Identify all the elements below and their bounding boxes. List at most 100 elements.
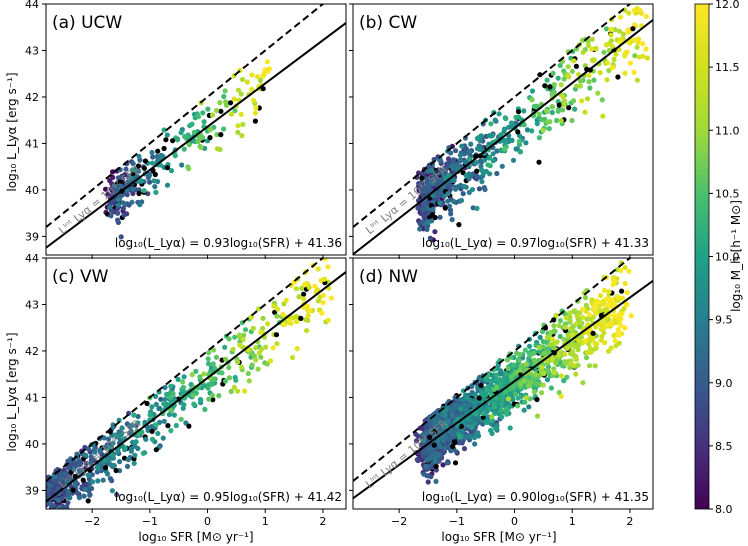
data-point: [298, 315, 304, 321]
data-point: [601, 287, 608, 293]
data-point: [466, 156, 473, 162]
data-point: [594, 341, 600, 347]
data-point: [59, 510, 64, 515]
data-point: [637, 7, 643, 13]
data-point: [531, 389, 538, 395]
data-point: [255, 366, 261, 372]
data-point: [238, 91, 244, 97]
data-point: [113, 467, 119, 474]
data-point: [509, 137, 515, 143]
data-point: [504, 411, 510, 417]
data-point: [634, 44, 640, 50]
data-point: [271, 303, 277, 309]
data-point: [558, 82, 564, 88]
data-point: [486, 406, 493, 412]
data-point: [619, 295, 626, 301]
data-point: [513, 114, 519, 120]
data-point: [245, 370, 251, 377]
data-point: [632, 53, 638, 59]
data-point: [222, 88, 228, 94]
data-point: [257, 77, 264, 83]
data-point: [421, 431, 427, 437]
data-point: [563, 315, 569, 321]
data-point: [517, 380, 523, 387]
data-point: [264, 59, 270, 65]
data-point: [451, 439, 458, 445]
data-point: [604, 322, 610, 328]
x-tick-label: −1: [449, 515, 465, 528]
data-point: [448, 211, 454, 217]
data-point: [81, 493, 87, 499]
fit-line: [353, 19, 653, 255]
data-point: [419, 175, 425, 181]
data-point: [611, 317, 617, 323]
data-point: [258, 329, 264, 335]
data-point: [163, 137, 169, 143]
data-point: [502, 137, 508, 143]
data-point: [121, 212, 127, 218]
data-point: [510, 157, 517, 163]
data-point: [330, 249, 335, 254]
data-point: [567, 364, 573, 371]
data-point: [167, 395, 173, 401]
data-point: [299, 285, 305, 291]
data-point: [591, 77, 597, 83]
y-tick-label: 39: [25, 484, 39, 497]
data-point: [201, 371, 207, 377]
data-point: [441, 409, 447, 415]
data-point: [625, 27, 631, 34]
data-point: [529, 97, 535, 103]
data-point: [133, 439, 139, 445]
fit-line: [353, 279, 653, 500]
data-point: [283, 297, 289, 303]
data-point: [616, 332, 622, 338]
data-point: [461, 151, 467, 157]
data-point: [115, 202, 121, 208]
data-point: [478, 382, 484, 389]
data-point: [558, 393, 564, 399]
data-point: [304, 303, 311, 309]
data-point: [240, 121, 246, 127]
data-point: [67, 495, 73, 501]
data-point: [170, 138, 176, 144]
data-point: [628, 313, 634, 319]
data-point: [71, 466, 77, 472]
data-point: [604, 77, 610, 83]
data-point: [544, 346, 550, 352]
data-point: [441, 193, 447, 199]
data-point: [153, 189, 159, 195]
data-point: [209, 112, 216, 118]
data-point: [516, 138, 522, 145]
colorbar-tick-label: 12.0: [715, 0, 740, 11]
shared-axis-labels: log₁₀ L_Lyα [erg s⁻¹] log₁₀ L_Lyα [erg s…: [5, 72, 557, 544]
data-point: [168, 168, 175, 174]
data-point: [440, 438, 446, 444]
data-point: [82, 486, 88, 492]
data-point: [490, 151, 496, 157]
data-point: [476, 186, 482, 192]
data-point: [561, 101, 567, 108]
reference-line-label: Lᴵⁿᵗ Lyα = 10⁴² SFR: [56, 163, 144, 237]
data-point: [498, 407, 504, 413]
data-point: [482, 186, 488, 193]
data-point: [164, 182, 171, 188]
colorbar-tick-label: 10.0: [715, 251, 740, 264]
data-point: [494, 384, 500, 391]
data-point: [153, 447, 159, 453]
data-point: [583, 355, 590, 361]
data-point: [517, 351, 523, 358]
data-point: [484, 387, 490, 393]
data-point: [258, 354, 264, 360]
data-point: [125, 457, 131, 463]
panels-group: 39 40 41 42 43 44 (a) UCW log₁₀(L_Lyα) = 0.93lo…: [25, 0, 654, 528]
data-point: [536, 135, 543, 141]
data-point: [622, 264, 628, 271]
data-point: [463, 173, 469, 179]
data-point: [432, 457, 438, 463]
data-point: [521, 407, 527, 413]
data-point: [534, 396, 540, 403]
data-point: [179, 162, 185, 168]
data-point: [575, 347, 581, 353]
data-point: [132, 443, 138, 449]
data-point: [173, 422, 179, 429]
